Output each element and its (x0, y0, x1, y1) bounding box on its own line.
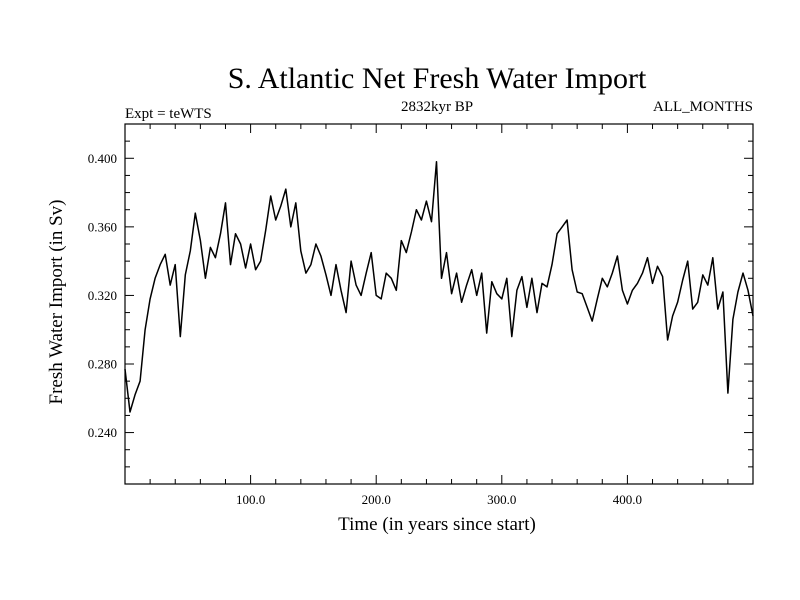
chart-subtitle-right: ALL_MONTHS (653, 99, 753, 115)
y-tick-label: 0.360 (88, 219, 117, 234)
x-axis-ticks: 100.0 200.0 300.0 400.0 (149, 124, 729, 507)
y-tick-label: 0.280 (88, 357, 117, 372)
y-axis-ticks: 0.240 0.280 0.320 0.360 0.400 (88, 140, 753, 468)
plot-area: 100.0 200.0 300.0 400.0 0.240 0.280 0.320 0.36… (88, 123, 754, 507)
y-axis-label: Fresh Water Import (in Sv) (46, 200, 67, 405)
x-tick-label: 300.0 (487, 492, 516, 507)
y-tick-label: 0.320 (88, 288, 117, 303)
series-line-fresh-water-import (124, 160, 754, 413)
y-tick-label: 0.240 (88, 425, 117, 440)
y-tick-label: 0.400 (88, 151, 117, 166)
x-tick-label: 200.0 (362, 492, 391, 507)
x-tick-label: 100.0 (236, 492, 265, 507)
plot-frame (124, 123, 754, 485)
x-tick-label: 400.0 (613, 492, 642, 507)
x-axis-label: Time (in years since start) (338, 514, 536, 535)
chart-subtitle-center: 2832kyr BP (401, 99, 473, 115)
chart-title: S. Atlantic Net Fresh Water Import (228, 62, 647, 95)
chart-subtitle-left: Expt = teWTS (125, 106, 212, 122)
